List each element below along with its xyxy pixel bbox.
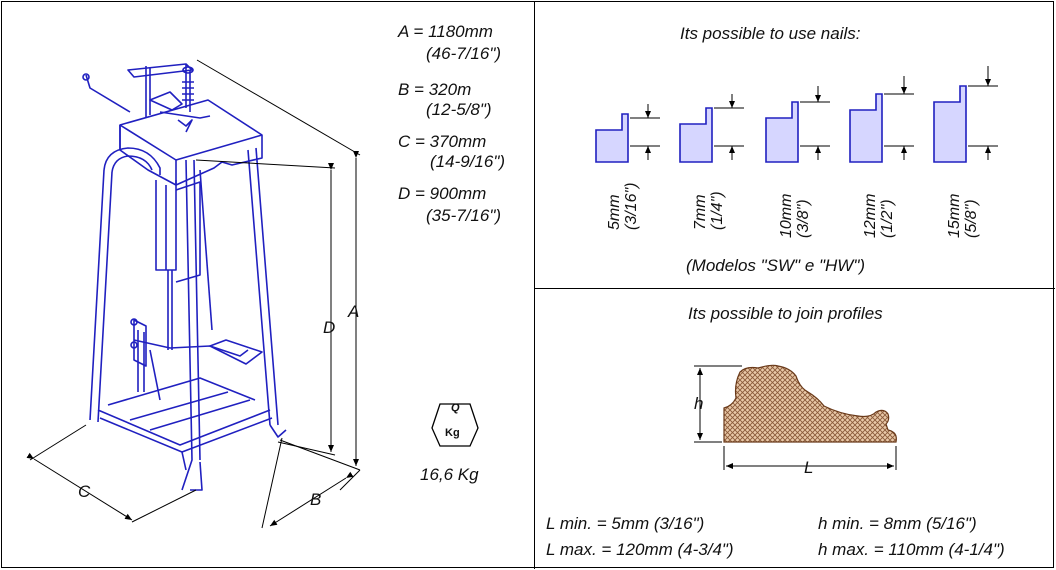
weight-icon-q: Q (451, 402, 460, 414)
profile-dimension-lines (694, 365, 897, 470)
vertical-divider (534, 1, 535, 569)
spec-h-min: h min. = 8mm (5/16") (818, 514, 977, 533)
nail-2 (679, 107, 713, 163)
spec-l-max: L max. = 120mm (4-3/4") (546, 540, 734, 559)
nails-title: Its possible to use nails: (680, 24, 861, 43)
dim-c-metric: C = 370mm (398, 132, 487, 151)
nail-label-4: 12mm (1/2") (862, 193, 896, 238)
profiles-title: Its possible to join profiles (688, 304, 883, 323)
nail-label-2: 7mm (1/4") (692, 191, 726, 230)
machine-dimensions (26, 59, 361, 529)
machine-drawing (82, 63, 287, 491)
spec-l-min: L min. = 5mm (3/16") (546, 514, 705, 533)
dim-c-imperial: (14-9/16") (430, 152, 506, 171)
nail-label-1: 5mm (3/16") (606, 182, 640, 230)
nail-5 (933, 85, 967, 163)
dim-d-imperial: (35-7/16") (426, 206, 502, 225)
profile-shape (723, 364, 897, 443)
dim-b-metric: B = 320m (398, 80, 472, 99)
dim-d-metric: D = 900mm (398, 184, 487, 203)
weight-icon-kg: Kg (445, 427, 460, 439)
label-c: C (78, 482, 91, 501)
spec-h-max: h max. = 110mm (4-1/4") (818, 540, 1005, 559)
label-l: L (804, 458, 814, 477)
dim-a-imperial: (46-7/16") (426, 44, 502, 63)
nail-1 (595, 113, 629, 163)
nail-label-5: 15mm (5/8") (946, 193, 980, 238)
label-a: A (348, 302, 360, 321)
nail-label-3: 10mm (3/8") (778, 193, 812, 238)
nails-models: (Modelos "SW" e "HW") (686, 256, 866, 275)
dim-a-metric: A = 1180mm (398, 22, 493, 41)
nail-3 (765, 101, 799, 163)
nail-4 (849, 93, 883, 163)
label-b: B (310, 490, 322, 509)
dim-b-imperial: (12-5/8") (426, 100, 492, 119)
nail-dimension-lines (630, 66, 998, 160)
nails-group (595, 85, 967, 163)
label-d: D (323, 318, 336, 337)
weight-value: 16,6 Kg (420, 465, 479, 484)
horizontal-divider (534, 288, 1055, 289)
label-h: h (694, 394, 704, 413)
weight-icon (431, 403, 479, 447)
